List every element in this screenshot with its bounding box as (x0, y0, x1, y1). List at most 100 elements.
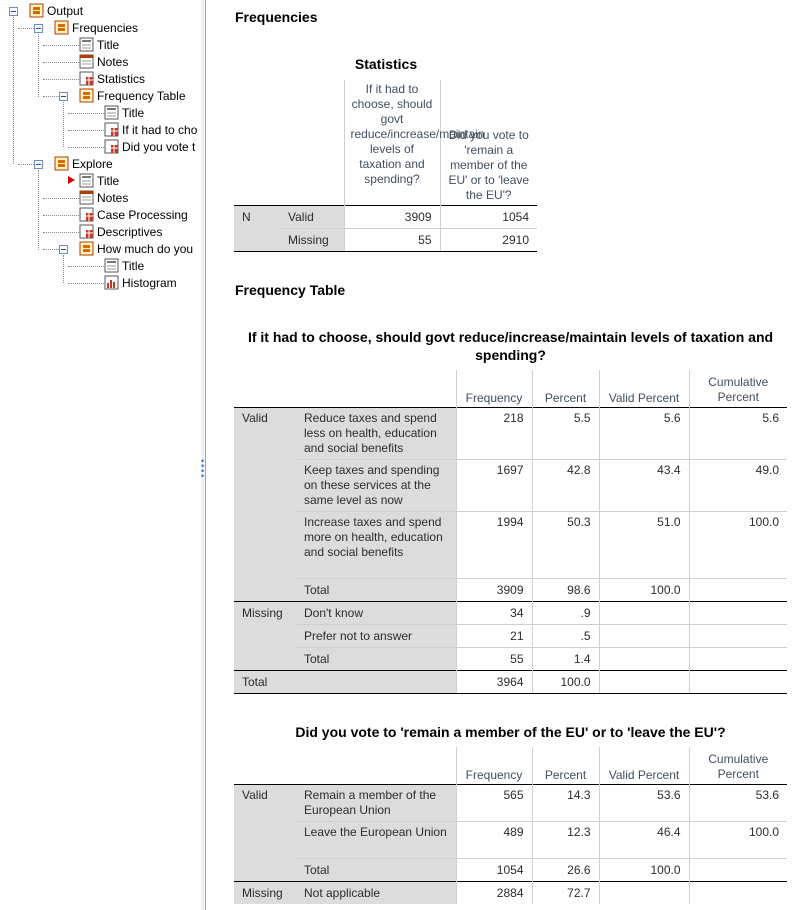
output-book-icon (29, 3, 44, 18)
output-book-icon (54, 156, 69, 171)
row-label: Not applicable (296, 880, 456, 904)
col-frequency: Frequency (455, 370, 532, 407)
row-label: Total (296, 577, 456, 601)
cell-percent: 72.7 (531, 880, 599, 904)
cell-percent: 5.5 (531, 406, 599, 459)
row-label: Leave the European Union (296, 820, 456, 858)
splitter-grip-icon[interactable]: • • • • (201, 456, 205, 481)
row-label: Increase taxes and spend more on health,… (296, 510, 456, 578)
current-item-arrow-icon (68, 176, 75, 184)
table-doc-icon (104, 122, 119, 137)
table-doc-icon (79, 224, 94, 239)
output-book-icon (79, 241, 94, 256)
tree-item-title[interactable]: Title (104, 105, 144, 122)
collapse-toggle-output[interactable] (9, 7, 18, 16)
total-label: Total (234, 669, 296, 694)
cell-frequency: 1054 (455, 857, 532, 881)
cell-percent: 42.8 (531, 458, 599, 511)
cell-cumulative-percent (688, 577, 787, 601)
tree-item-descriptives[interactable]: Descriptives (79, 224, 162, 241)
eu-frequency-table: Frequency Percent Valid Percent Cumulati… (234, 747, 787, 904)
tree-item-frequencies[interactable]: Frequencies (54, 20, 138, 37)
tax-table-title: If it had to choose, should govt reduce/… (247, 329, 774, 363)
tree-item-title[interactable]: Title (79, 173, 119, 190)
cell-frequency: 3964 (455, 669, 532, 694)
tree-connector (63, 102, 64, 147)
tree-item-title[interactable]: Title (79, 37, 119, 54)
col-header-eu: Did you vote to 'remain a member of the … (439, 80, 537, 205)
cell-percent: 14.3 (531, 783, 599, 821)
collapse-toggle-frequencies[interactable] (34, 24, 43, 33)
tree-item-output[interactable]: Output (29, 3, 83, 20)
cell-frequency: 218 (455, 406, 532, 459)
cell-frequency: 21 (455, 623, 532, 647)
cell-valid-percent: 43.4 (598, 458, 689, 511)
row-label: Total (296, 646, 456, 670)
cell-frequency: 1994 (455, 510, 532, 578)
output-outline-pane: Output Frequencies Title Notes Statistic… (0, 0, 202, 910)
missing-group-label: Missing (234, 880, 296, 904)
cell-frequency: 1697 (455, 458, 532, 511)
col-valid-percent: Valid Percent (598, 370, 689, 407)
cell-frequency: 3909 (455, 577, 532, 601)
tree-item-title[interactable]: Title (104, 258, 144, 275)
title-doc-icon (104, 105, 119, 120)
eu-table-title: Did you vote to 'remain a member of the … (295, 724, 726, 740)
stat-valid-eu: 1054 (439, 204, 537, 228)
cell-cumulative-percent: 53.6 (688, 783, 787, 821)
row-label: Reduce taxes and spend less on health, e… (296, 406, 456, 459)
stat-missing-eu: 2910 (439, 227, 537, 252)
tree-connector (13, 17, 14, 164)
statistics-title: Statistics (354, 56, 418, 72)
cell-cumulative-percent: 5.6 (688, 406, 787, 459)
tree-item-how-much[interactable]: How much do you (79, 241, 193, 258)
pane-splitter[interactable] (201, 0, 206, 910)
col-cumulative-percent: Cumulative Percent (688, 370, 787, 407)
row-label: Keep taxes and spending on these service… (296, 458, 456, 511)
tree-item-frequency-table[interactable]: Frequency Table (79, 88, 186, 105)
cell-percent: .5 (531, 623, 599, 647)
collapse-toggle-frequency-table[interactable] (59, 92, 68, 101)
col-header-tax: If it had to choose, should govt reduce/… (343, 80, 485, 205)
cell-percent: 100.0 (531, 669, 599, 694)
tree-item-tax-table[interactable]: If it had to cho (104, 122, 197, 139)
col-percent: Percent (531, 747, 599, 784)
col-percent: Percent (531, 370, 599, 407)
collapse-toggle-explore[interactable] (34, 160, 43, 169)
output-book-icon (54, 20, 69, 35)
cell-percent: 26.6 (531, 857, 599, 881)
valid-label: Valid (280, 204, 344, 228)
stat-missing-tax: 55 (343, 227, 440, 252)
cell-valid-percent: 46.4 (598, 820, 689, 858)
cell-frequency: 2884 (455, 880, 532, 904)
tax-frequency-table: Frequency Percent Valid Percent Cumulati… (234, 370, 787, 694)
missing-group-label: Missing (234, 600, 296, 624)
cell-cumulative-percent: 100.0 (688, 820, 787, 858)
tree-item-case-processing[interactable]: Case Processing (79, 207, 188, 224)
col-frequency: Frequency (455, 747, 532, 784)
frequencies-heading: Frequencies (235, 9, 318, 25)
col-valid-percent: Valid Percent (598, 747, 689, 784)
table-doc-icon (79, 207, 94, 222)
chart-doc-icon (104, 275, 119, 290)
notes-doc-icon (79, 190, 94, 205)
tree-item-statistics[interactable]: Statistics (79, 71, 145, 88)
row-label: Don't know (296, 600, 456, 624)
missing-label: Missing (280, 227, 344, 252)
cell-valid-percent: 100.0 (598, 577, 689, 601)
notes-doc-icon (79, 54, 94, 69)
tree-item-notes[interactable]: Notes (79, 54, 128, 71)
cell-cumulative-percent: 49.0 (688, 458, 787, 511)
row-label: Prefer not to answer (296, 623, 456, 647)
cell-percent: 50.3 (531, 510, 599, 578)
frequency-table-heading: Frequency Table (235, 282, 346, 298)
collapse-toggle-how-much[interactable] (59, 245, 68, 254)
tree-item-notes[interactable]: Notes (79, 190, 128, 207)
n-label: N (234, 204, 280, 228)
table-doc-icon (104, 139, 119, 154)
tree-item-explore[interactable]: Explore (54, 156, 113, 173)
cell-valid-percent: 100.0 (598, 857, 689, 881)
cell-frequency: 489 (455, 820, 532, 858)
tree-item-eu-table[interactable]: Did you vote t (104, 139, 195, 156)
tree-item-histogram[interactable]: Histogram (104, 275, 177, 292)
